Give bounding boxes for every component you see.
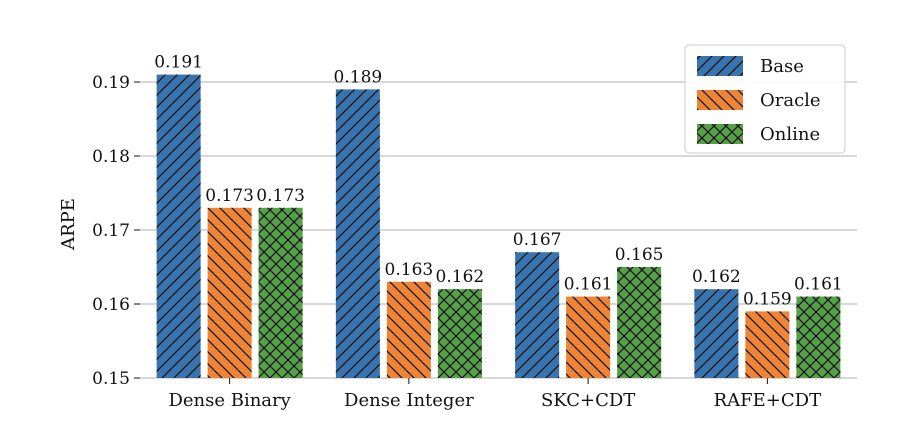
value-label: 0.191 xyxy=(154,53,203,73)
legend-label-oracle: Oracle xyxy=(760,90,821,111)
value-label: 0.161 xyxy=(564,275,613,295)
value-label: 0.159 xyxy=(743,289,792,309)
y-axis-label: ARPE xyxy=(58,198,79,251)
x-tick-label: RAFE+CDT xyxy=(714,390,821,411)
legend: Base Oracle Online xyxy=(684,44,846,154)
value-label: 0.163 xyxy=(385,260,434,280)
y-tick-label: 0.19 xyxy=(92,73,130,93)
bar-hatch-base xyxy=(694,289,739,378)
legend-swatch-hatch-base xyxy=(697,56,743,76)
bar-hatch-base xyxy=(515,252,560,378)
value-label: 0.161 xyxy=(794,275,843,295)
y-tick-label: 0.15 xyxy=(92,369,130,389)
y-tick-label: 0.16 xyxy=(92,295,130,315)
y-tick-label: 0.18 xyxy=(92,147,130,167)
legend-label-online: Online xyxy=(760,124,820,145)
bar-hatch-oracle xyxy=(386,281,431,378)
bar-hatch-oracle xyxy=(207,207,252,378)
x-tick-label: SKC+CDT xyxy=(541,390,635,411)
value-label: 0.173 xyxy=(205,186,254,206)
x-tick-label: Dense Integer xyxy=(344,390,474,411)
bar-hatch-oracle xyxy=(745,311,790,378)
value-label: 0.173 xyxy=(256,186,305,206)
y-tick-label: 0.17 xyxy=(92,221,130,241)
value-label: 0.165 xyxy=(615,245,664,265)
axes: 0.15 0.16 0.17 0.18 0.19 Dense Binary Dense In… xyxy=(92,73,821,411)
bar-hatch-online xyxy=(258,207,303,378)
bar-hatch-online xyxy=(617,267,662,378)
legend-swatch-hatch-online xyxy=(697,124,743,144)
value-label: 0.167 xyxy=(513,230,562,250)
value-label: 0.162 xyxy=(436,267,485,287)
x-tick-label: Dense Binary xyxy=(168,390,291,411)
legend-label-base: Base xyxy=(760,56,804,77)
legend-swatch-hatch-oracle xyxy=(697,90,743,110)
value-label: 0.189 xyxy=(334,67,383,87)
bar-hatch-oracle xyxy=(566,296,611,378)
value-label: 0.162 xyxy=(692,267,741,287)
bar-hatch-online xyxy=(796,296,841,378)
bar-hatch-base xyxy=(156,74,201,378)
bar-hatch-base xyxy=(335,89,380,379)
bar-hatch-online xyxy=(437,289,482,378)
